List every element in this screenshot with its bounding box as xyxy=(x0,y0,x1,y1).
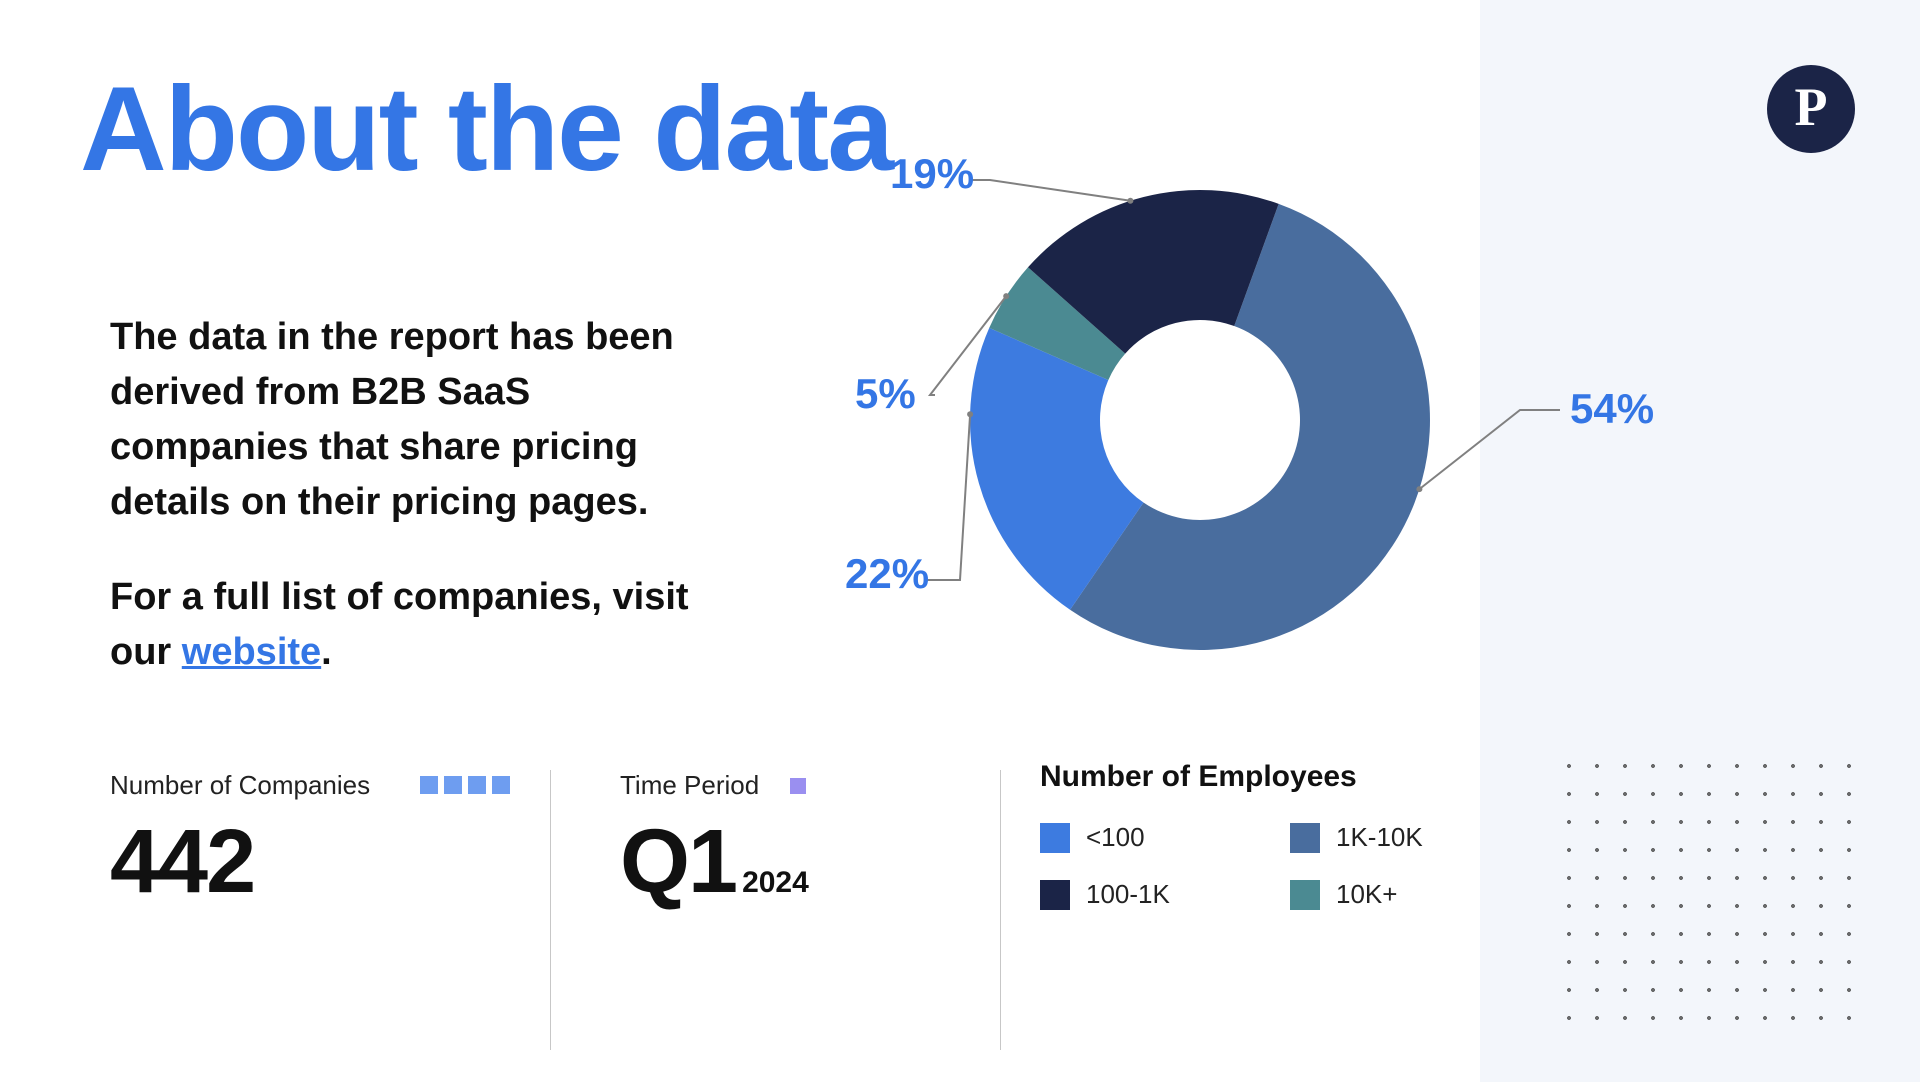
legend-swatch xyxy=(1290,880,1320,910)
leader-line xyxy=(970,180,1130,201)
leader-line xyxy=(925,414,970,580)
employees-donut-chart: 54%22%5%19% xyxy=(800,120,1600,720)
legend-swatch xyxy=(1290,823,1320,853)
slice-percent-label: 22% xyxy=(845,550,929,598)
leader-anchor-dot xyxy=(1003,293,1009,299)
body-paragraph-2: For a full list of companies, visit our … xyxy=(110,570,730,680)
stat-companies-value: 442 xyxy=(110,811,490,914)
stat-time-main: Q1 xyxy=(620,812,736,912)
legend-label: 100-1K xyxy=(1086,879,1170,910)
body-para2-suffix: . xyxy=(321,631,332,673)
brand-logo-letter: P xyxy=(1795,80,1828,134)
leader-anchor-dot xyxy=(1416,486,1422,492)
leader-line xyxy=(1419,410,1560,489)
slice-percent-label: 19% xyxy=(890,150,974,198)
body-paragraph-1: The data in the report has been derived … xyxy=(110,310,730,530)
stat-time-value: Q12024 xyxy=(620,811,970,914)
stat-divider-1 xyxy=(550,770,551,1050)
chart-legend: Number of Employees <100 1K-10K 100-1K 10K+ xyxy=(1040,760,1540,910)
legend-label: <100 xyxy=(1086,822,1145,853)
stat-time-decoration xyxy=(790,778,806,794)
brand-logo-badge: P xyxy=(1767,65,1855,153)
legend-swatch xyxy=(1040,880,1070,910)
page-title: About the data xyxy=(80,60,892,198)
legend-item: 1K-10K xyxy=(1290,822,1520,853)
slice-percent-label: 5% xyxy=(855,370,916,418)
body-copy: The data in the report has been derived … xyxy=(110,310,730,681)
leader-anchor-dot xyxy=(967,411,973,417)
legend-label: 1K-10K xyxy=(1336,822,1423,853)
stat-divider-2 xyxy=(1000,770,1001,1050)
slice-percent-label: 54% xyxy=(1570,385,1654,433)
stat-companies-decoration xyxy=(420,776,510,794)
legend-label: 10K+ xyxy=(1336,879,1397,910)
leader-anchor-dot xyxy=(1127,198,1133,204)
legend-item: 100-1K xyxy=(1040,879,1270,910)
legend-item: 10K+ xyxy=(1290,879,1520,910)
chart-legend-title: Number of Employees xyxy=(1040,760,1540,794)
legend-swatch xyxy=(1040,823,1070,853)
dot-grid-decoration xyxy=(1555,752,1865,1032)
stat-time-sub: 2024 xyxy=(742,866,809,899)
website-link[interactable]: website xyxy=(182,631,321,673)
legend-item: <100 xyxy=(1040,822,1270,853)
